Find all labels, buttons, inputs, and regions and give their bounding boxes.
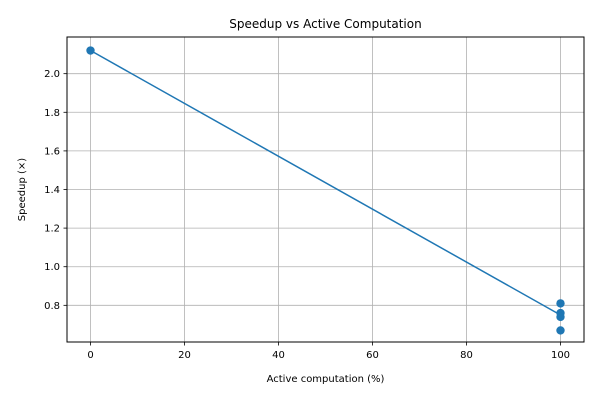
y-axis-label: Speedup (×)	[17, 158, 28, 221]
x-tick-label: 40	[272, 350, 285, 361]
grid	[67, 37, 584, 342]
y-tick-label: 1.8	[44, 108, 60, 119]
x-tick-label: 80	[460, 350, 473, 361]
series-layer	[86, 46, 565, 335]
x-tick-label: 20	[178, 350, 191, 361]
data-point	[86, 46, 95, 55]
x-axis-ticks: 0 20 40 60 80 100	[87, 342, 570, 361]
x-tick-label: 100	[551, 350, 570, 361]
y-axis-ticks: 0.8 1.0 1.2 1.4 1.6 1.8 2.0	[44, 69, 67, 312]
x-tick-label: 0	[87, 350, 93, 361]
y-tick-label: 1.6	[44, 146, 60, 157]
y-tick-label: 1.4	[44, 185, 60, 196]
x-tick-label: 60	[366, 350, 379, 361]
chart-title: Speedup vs Active Computation	[229, 17, 421, 31]
y-tick-label: 2.0	[44, 69, 60, 80]
x-axis-label: Active computation (%)	[267, 374, 385, 385]
data-point	[556, 299, 565, 308]
data-point	[556, 326, 565, 335]
series-line	[90, 49, 561, 316]
y-tick-label: 1.0	[44, 262, 60, 273]
y-tick-label: 0.8	[44, 301, 60, 312]
data-point	[556, 312, 565, 322]
y-tick-label: 1.2	[44, 224, 60, 235]
